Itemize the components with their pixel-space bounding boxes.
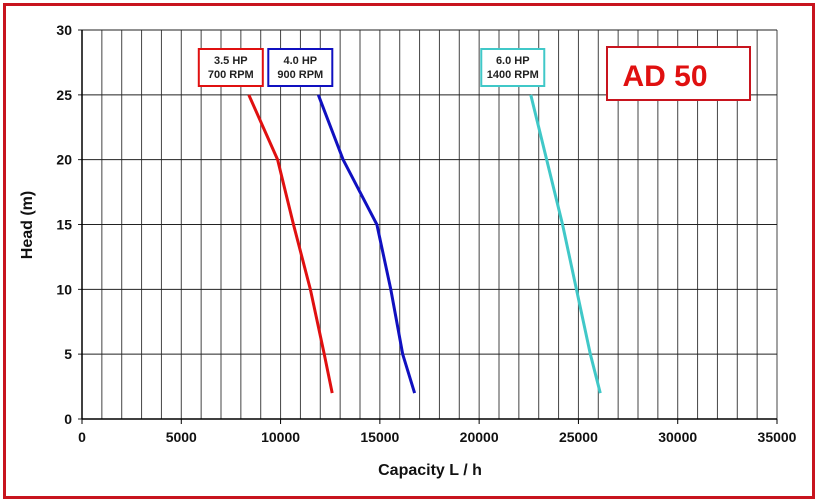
series-label-text: 900 RPM xyxy=(277,69,323,81)
x-tick-label: 15000 xyxy=(360,429,399,445)
x-tick-label: 20000 xyxy=(460,429,499,445)
series-label-1: 3.5 HP 700 RPM xyxy=(197,48,264,87)
series-label-3: 6.0 HP 1400 RPM xyxy=(480,48,546,87)
x-tick-label: 0 xyxy=(78,429,86,445)
series-label-box xyxy=(197,48,264,87)
y-tick-label: 0 xyxy=(64,411,72,427)
y-tick-label: 5 xyxy=(64,346,72,362)
series-label-text: 6.0 HP xyxy=(496,55,530,67)
series-line-1 xyxy=(247,94,334,394)
chart-frame xyxy=(3,3,815,499)
series-line-3 xyxy=(529,94,602,394)
series-label-text: 1400 RPM xyxy=(487,69,539,81)
x-tick-label: 25000 xyxy=(559,429,598,445)
y-axis-title: Head (m) xyxy=(19,191,36,259)
series-label-text: 4.0 HP xyxy=(283,55,317,67)
y-tick-label: 30 xyxy=(56,22,72,38)
series-label-box xyxy=(480,48,546,87)
series-label-text: 3.5 HP xyxy=(214,55,248,67)
x-tick-label: 5000 xyxy=(166,429,197,445)
title-box: AD 50 xyxy=(606,46,751,101)
series-label-text: 700 RPM xyxy=(208,69,254,81)
y-tick-label: 10 xyxy=(56,281,72,297)
series-line-2 xyxy=(316,94,417,394)
series-label-2: 4.0 HP 900 RPM xyxy=(267,48,334,87)
x-tick-label: 35000 xyxy=(758,429,797,445)
y-tick-label: 15 xyxy=(56,217,72,233)
x-tick-label: 10000 xyxy=(261,429,300,445)
y-tick-label: 20 xyxy=(56,152,72,168)
y-tick-label: 25 xyxy=(56,87,72,103)
series-label-box xyxy=(267,48,334,87)
chart-title: AD 50 xyxy=(622,60,707,93)
x-axis-title: Capacity L / h xyxy=(378,462,482,479)
x-tick-label: 30000 xyxy=(658,429,697,445)
